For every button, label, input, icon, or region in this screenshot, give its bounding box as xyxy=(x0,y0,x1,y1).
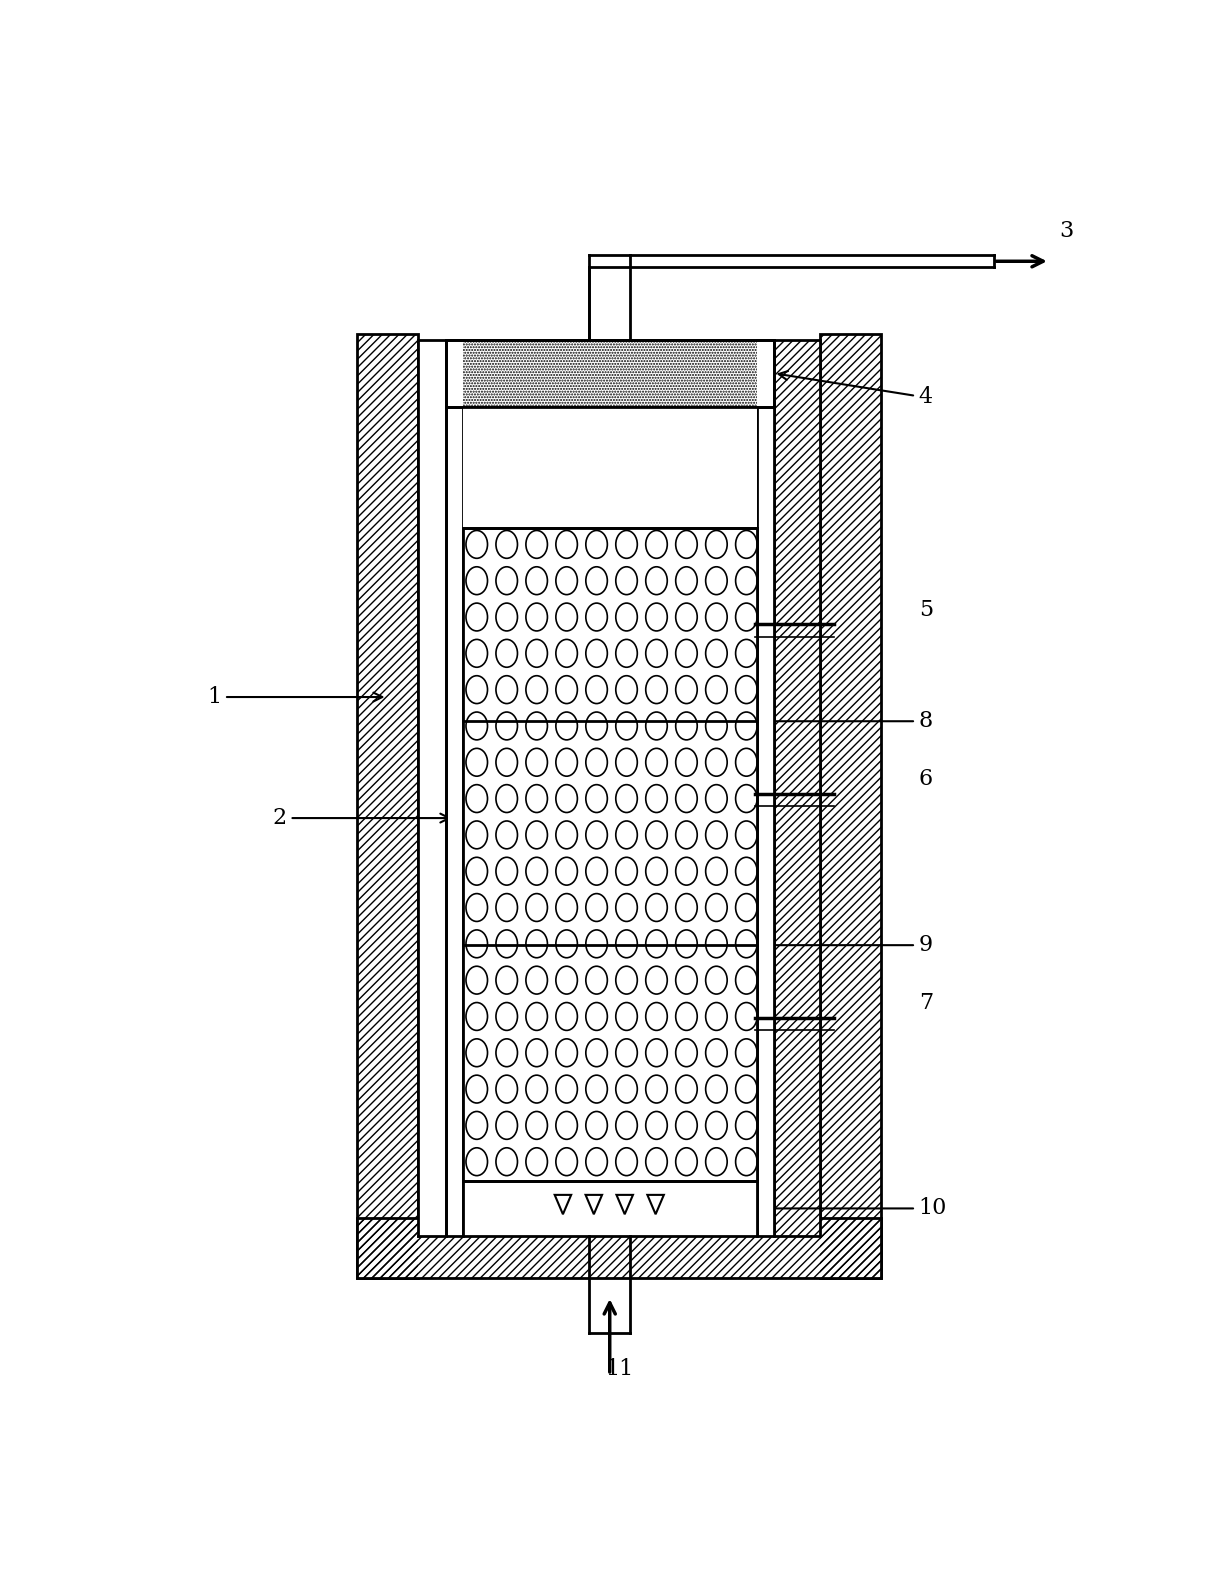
Bar xyxy=(358,333,418,1278)
Bar xyxy=(463,407,756,528)
Bar xyxy=(418,340,446,1236)
Text: 7: 7 xyxy=(918,992,933,1014)
Bar xyxy=(446,340,463,1236)
Bar xyxy=(463,1181,756,1236)
Text: 2: 2 xyxy=(273,806,449,828)
Text: 3: 3 xyxy=(1059,220,1074,242)
Bar xyxy=(446,340,773,407)
Text: 1: 1 xyxy=(208,685,382,707)
Text: 5: 5 xyxy=(918,599,933,621)
Bar xyxy=(358,333,418,1278)
Bar xyxy=(773,340,820,1236)
Bar xyxy=(820,333,882,1278)
Bar xyxy=(756,340,773,1236)
Text: 6: 6 xyxy=(918,769,933,791)
Bar xyxy=(463,528,756,1181)
Bar xyxy=(773,340,820,1236)
Bar xyxy=(463,340,756,407)
Bar xyxy=(463,528,756,1181)
Bar xyxy=(358,1217,882,1278)
Bar xyxy=(446,340,773,407)
Bar xyxy=(820,333,882,1278)
Text: 10: 10 xyxy=(762,1198,947,1220)
Text: 4: 4 xyxy=(779,371,933,409)
Text: 11: 11 xyxy=(605,1358,633,1380)
Bar xyxy=(358,1217,882,1278)
Text: 9: 9 xyxy=(762,934,933,956)
Text: 8: 8 xyxy=(762,711,933,733)
